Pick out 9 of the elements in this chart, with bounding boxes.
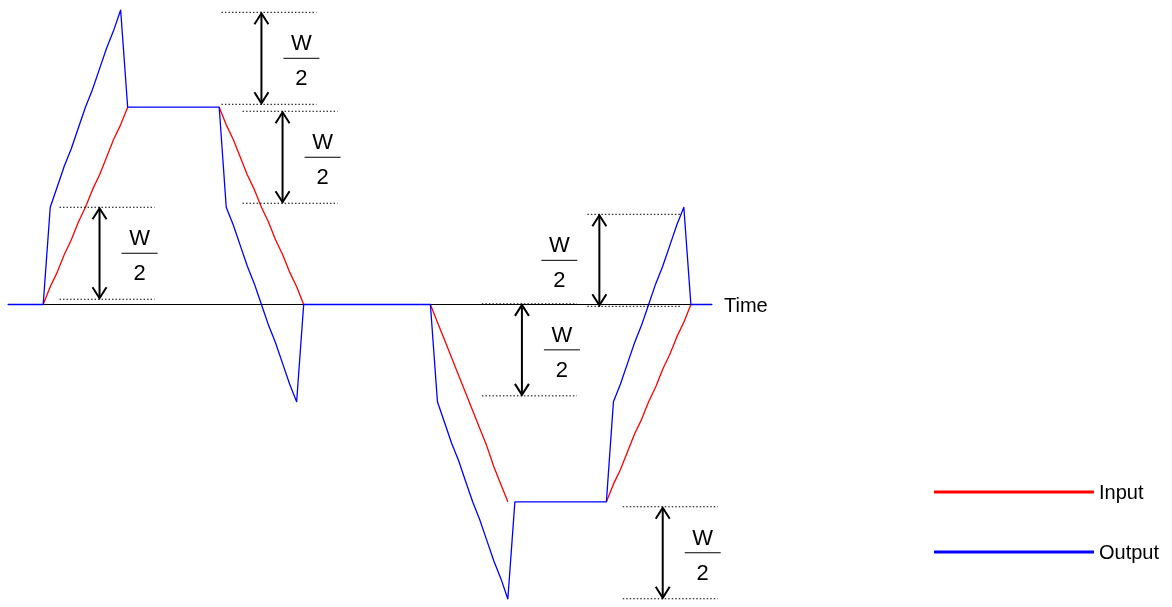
annotation: W 2 (129, 225, 151, 286)
annotation: W 2 (312, 129, 334, 190)
annotation: W 2 (548, 232, 570, 293)
text: Input (1098, 481, 1144, 503)
x-axis-title: Time (724, 293, 768, 316)
annotation: W 2 (291, 30, 313, 91)
text: Output (1098, 541, 1160, 563)
annotation: W 2 (551, 321, 573, 382)
annotation: W 2 (692, 524, 714, 585)
